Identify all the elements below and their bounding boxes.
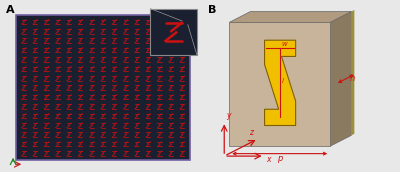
Polygon shape	[351, 10, 354, 135]
Polygon shape	[264, 40, 296, 126]
Text: p: p	[277, 154, 282, 163]
Bar	[150, 9, 197, 55]
Text: z: z	[248, 128, 252, 137]
Polygon shape	[229, 12, 351, 22]
Text: A: A	[6, 5, 15, 15]
Bar	[16, 15, 190, 160]
Text: B: B	[208, 5, 216, 15]
Polygon shape	[330, 12, 351, 146]
Text: w: w	[282, 41, 287, 47]
Polygon shape	[229, 22, 330, 146]
Text: l: l	[282, 78, 284, 84]
Text: h: h	[350, 74, 355, 83]
Text: x: x	[266, 155, 271, 164]
Text: y: y	[226, 111, 231, 120]
